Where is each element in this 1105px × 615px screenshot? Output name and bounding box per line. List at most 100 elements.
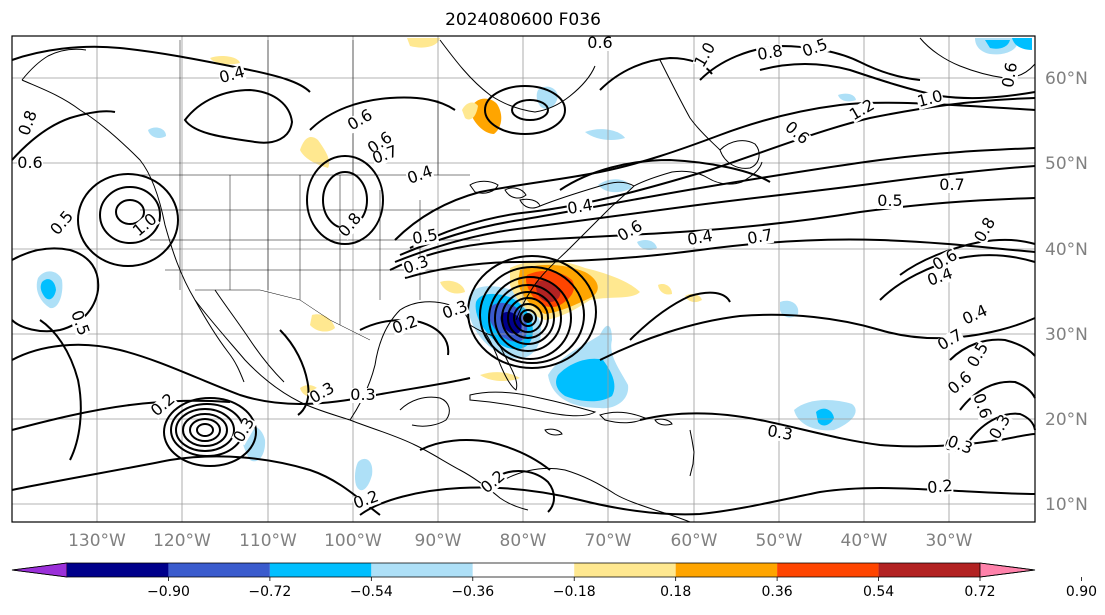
coastline-south-america-north xyxy=(654,509,691,523)
colorbar-segment xyxy=(269,563,372,577)
contour-jet-5 xyxy=(404,238,1036,279)
lon-label-50w: 50°W xyxy=(756,531,803,551)
contour-label: 0.2 xyxy=(926,476,953,497)
colorbar: −0.90 −0.72 −0.54 −0.36 −0.18 0.18 0.36 0.54 0.7… xyxy=(11,562,1097,600)
coastline-cuba xyxy=(469,391,597,417)
contour-jet-2 xyxy=(394,165,1036,263)
contour-label-background xyxy=(939,178,965,193)
contour-label: 0.6 xyxy=(998,61,1021,89)
contour-label-background xyxy=(915,88,945,111)
lat-label-20n: 20°N xyxy=(1045,410,1088,430)
contour-label-background xyxy=(755,43,785,64)
contour-atlantic-2 xyxy=(639,412,1036,448)
contour-label-background xyxy=(68,308,92,338)
lat-label-40n: 40°N xyxy=(1045,240,1088,260)
contour-label-background xyxy=(217,64,247,87)
contour-label-background xyxy=(231,415,258,446)
coastline-greenland xyxy=(919,37,1036,79)
contour-mexico-plateau xyxy=(279,329,310,416)
contour-caribbean xyxy=(419,439,551,471)
contour-label-background xyxy=(615,218,646,245)
colorbar-tick-label: 0.90 xyxy=(1066,584,1097,600)
border-provinces xyxy=(179,40,439,175)
colorbar-segment xyxy=(472,563,575,577)
lat-label-30n: 30°N xyxy=(1045,325,1088,345)
contour-high-west-3 xyxy=(77,173,179,267)
contour-label: 0.7 xyxy=(939,175,964,194)
colorbar-segment xyxy=(67,563,169,577)
coastline-gulf-of-california xyxy=(214,289,285,383)
contour-label-background xyxy=(945,433,975,457)
contour-label: 0.3 xyxy=(350,385,375,404)
coastline-st-lawrence xyxy=(539,181,635,207)
contour-label-background xyxy=(307,380,338,407)
contour-pacific-low-ring-1 xyxy=(196,423,214,437)
contour-label-background xyxy=(390,313,420,337)
cyclone-center-marker xyxy=(523,313,533,323)
contour-label-background xyxy=(350,388,376,403)
colorbar-tick-label: 0.72 xyxy=(964,584,995,600)
longitude-labels: 130°W 120°W 110°W 100°W 90°W 80°W 70°W 6… xyxy=(68,531,973,551)
contour-cyclone-ring-7 xyxy=(479,266,585,364)
contour-high-central-2 xyxy=(306,155,384,245)
lon-label-130w: 130°W xyxy=(68,531,126,551)
contour-pacific-low-ring-6 xyxy=(163,397,257,467)
shade-positive-patch-3 xyxy=(300,137,330,168)
contour-cyclone-ring-1 xyxy=(519,309,537,327)
contour-north-2 xyxy=(11,110,116,161)
shade-positive-patch-6 xyxy=(407,38,440,48)
contour-label: 0.7 xyxy=(746,225,774,248)
contour-pacific-low-ring-3 xyxy=(182,413,228,447)
contour-label-background xyxy=(1000,60,1021,90)
contour-cyclone-ring-3 xyxy=(507,297,549,339)
contour-label-background xyxy=(48,208,77,239)
contour-label-background xyxy=(960,303,991,328)
map-panel: 0.80.60.40.50.61.0 0.50.61.2 1.00.60.70.80… xyxy=(11,33,1036,523)
contour-label: 0.4 xyxy=(686,226,714,249)
shade-negative-patch-16 xyxy=(1012,38,1032,50)
shade-negative-cyclone-center xyxy=(500,311,522,335)
lon-label-100w: 100°W xyxy=(324,531,382,551)
contour-subtropic-1 xyxy=(11,343,471,405)
shade-negative-bahamas-core xyxy=(556,358,615,402)
contour-label: 0.6 xyxy=(17,153,42,172)
contour-subtropic-2 xyxy=(11,399,231,431)
contour-atlantic-7 xyxy=(969,412,1036,441)
contour-north-1 xyxy=(11,45,311,93)
contour-label-background xyxy=(935,327,966,354)
graticule xyxy=(12,36,1035,522)
colorbar-outline xyxy=(11,562,1036,578)
contour-label-background xyxy=(847,97,878,124)
contour-label-background xyxy=(370,143,400,167)
shade-negative-patch-15 xyxy=(985,40,1010,49)
contour-atlantic-3 xyxy=(879,254,1036,301)
contour-north-8 xyxy=(559,158,771,191)
contour-north-3 xyxy=(183,88,294,144)
contour-label-background xyxy=(925,265,955,289)
contour-label-background xyxy=(972,215,999,246)
colorbar-extend-low xyxy=(11,562,68,578)
contour-label-background xyxy=(148,391,179,420)
contour-label-background xyxy=(800,36,830,60)
coastline-yucatan xyxy=(399,396,450,427)
map-title: 2024080600 F036 xyxy=(445,10,601,30)
colorbar-tick-label: −0.36 xyxy=(451,584,494,600)
lat-label-50n: 50°N xyxy=(1045,154,1088,174)
contour-label-background xyxy=(987,412,1014,443)
contour-subtropic-3 xyxy=(11,455,381,516)
lon-label-90w: 90°W xyxy=(415,531,462,551)
contour-pacific-low-ring-2 xyxy=(189,418,221,442)
colorbar-tick-label: −0.54 xyxy=(350,584,393,600)
coastline-hudson-bay xyxy=(439,39,596,113)
colorbar-segment xyxy=(574,563,676,577)
coastline-puerto-rico xyxy=(654,418,673,426)
contour-north-9 xyxy=(11,247,100,333)
contour-label-background xyxy=(765,423,795,444)
colorbar-tick-label: 0.54 xyxy=(863,584,894,600)
shade-positive-patch-8 xyxy=(440,280,465,294)
coastline-newfoundland xyxy=(719,140,760,169)
coastline-baja xyxy=(194,299,245,383)
contour-label-background xyxy=(781,119,812,148)
contour-label-background xyxy=(565,197,595,218)
